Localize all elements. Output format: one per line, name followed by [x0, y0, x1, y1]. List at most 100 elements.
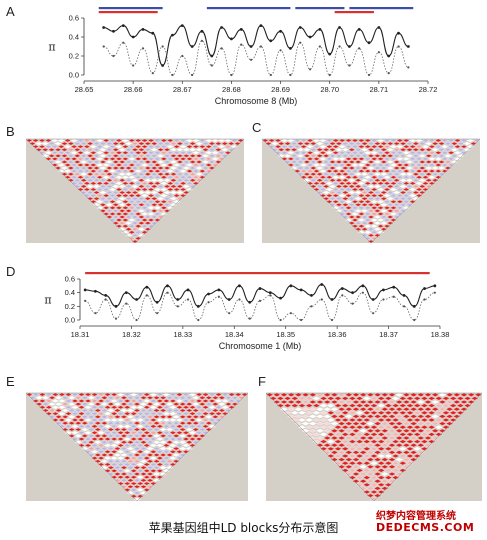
- ld-cell: [322, 160, 330, 164]
- y-tick-label: 0.4: [69, 33, 79, 42]
- ld-cell: [452, 400, 461, 404]
- ld-cell: [100, 427, 108, 432]
- ld-cell: [198, 163, 206, 167]
- data-point-dotted: [112, 54, 115, 58]
- ld-cell: [312, 403, 321, 408]
- ld-cell: [412, 184, 420, 189]
- ld-cell: [159, 415, 167, 419]
- ld-cell: [287, 138, 295, 143]
- ld-cell: [338, 169, 346, 173]
- ld-cell: [370, 151, 378, 155]
- ld-cell: [159, 427, 167, 432]
- data-point-dotted: [230, 73, 233, 77]
- ld-cell: [96, 193, 104, 198]
- ld-cell: [80, 148, 88, 152]
- ld-cell: [185, 427, 193, 432]
- ld-cell: [276, 396, 285, 401]
- ld-cell: [51, 138, 59, 143]
- ld-cell: [48, 141, 56, 146]
- ld-cell: [125, 190, 133, 195]
- ld-cell: [110, 392, 118, 397]
- ld-cell: [361, 196, 369, 201]
- ld-cell: [352, 450, 360, 455]
- ld-cell: [334, 432, 342, 437]
- ld-cell: [319, 144, 327, 149]
- ld-cell: [208, 411, 216, 416]
- ld-cell: [364, 163, 372, 167]
- ld-cell: [364, 206, 372, 210]
- ld-cell: [377, 396, 386, 401]
- ld-cell: [224, 144, 232, 149]
- ld-cell: [449, 410, 458, 415]
- ld-cell: [202, 154, 210, 158]
- ld-cell: [420, 410, 429, 415]
- ld-cell: [195, 148, 203, 152]
- ld-cell: [182, 418, 190, 422]
- ld-cell: [182, 166, 190, 170]
- ld-cell: [293, 138, 301, 143]
- ld-cell: [175, 450, 183, 454]
- ld-cell: [117, 450, 125, 454]
- ld-cell: [81, 421, 89, 425]
- ld-cell: [362, 454, 371, 458]
- ld-cell: [348, 154, 356, 158]
- ld-cell: [169, 456, 177, 460]
- data-point-solid: [340, 287, 344, 290]
- ld-cell: [351, 151, 359, 155]
- ld-cell: [125, 184, 133, 189]
- ld-cell: [389, 212, 397, 216]
- ld-cell: [57, 157, 65, 161]
- ld-cell: [175, 392, 183, 397]
- ld-cell: [312, 425, 321, 430]
- ld-cell: [406, 439, 414, 444]
- ld-cell: [361, 154, 369, 158]
- ld-cell: [179, 402, 187, 406]
- ld-cell: [73, 172, 81, 176]
- ld-cell: [389, 163, 397, 167]
- ld-cell: [60, 160, 68, 164]
- ld-cell: [150, 203, 158, 207]
- ld-cell: [67, 160, 75, 164]
- ld-cell: [396, 200, 404, 204]
- ld-cell: [444, 141, 452, 146]
- figure-caption: 苹果基因组中LD blocks分布示意图: [148, 521, 339, 535]
- ld-cell: [391, 461, 400, 466]
- ld-cell: [402, 428, 411, 433]
- ld-cell: [94, 453, 102, 457]
- ld-cell: [330, 450, 339, 455]
- ld-cell: [97, 430, 105, 435]
- ld-cell: [107, 396, 115, 400]
- ld-cell: [323, 421, 332, 426]
- ld-cell: [166, 181, 174, 186]
- ld-cell: [169, 166, 177, 170]
- ld-cell: [326, 439, 335, 444]
- ld-cell: [438, 421, 447, 426]
- ld-cell: [137, 196, 145, 201]
- ld-cell: [153, 175, 161, 179]
- ld-cell: [104, 399, 112, 403]
- ld-cell: [198, 408, 206, 413]
- ld-cell: [377, 468, 386, 473]
- ld-cell: [195, 411, 203, 416]
- ld-cell: [179, 175, 187, 179]
- ld-cell: [277, 141, 285, 146]
- ld-cell: [149, 469, 157, 473]
- ld-cell: [409, 392, 418, 397]
- ld-cell: [113, 427, 121, 432]
- ld-cell: [96, 169, 104, 173]
- ld-cell: [338, 206, 346, 210]
- ld-cell: [348, 166, 356, 170]
- ld-cell: [431, 148, 439, 152]
- ld-cell: [377, 163, 385, 167]
- data-point-solid: [433, 284, 437, 288]
- ld-cell: [344, 400, 353, 404]
- ld-cell: [367, 172, 375, 176]
- ld-cell: [97, 418, 105, 422]
- ld-cell: [344, 407, 353, 412]
- ld-cell: [117, 475, 125, 479]
- data-point-dotted: [387, 72, 390, 75]
- ld-cell: [294, 407, 303, 412]
- ld-cell: [386, 166, 394, 170]
- ld-cell: [144, 221, 152, 225]
